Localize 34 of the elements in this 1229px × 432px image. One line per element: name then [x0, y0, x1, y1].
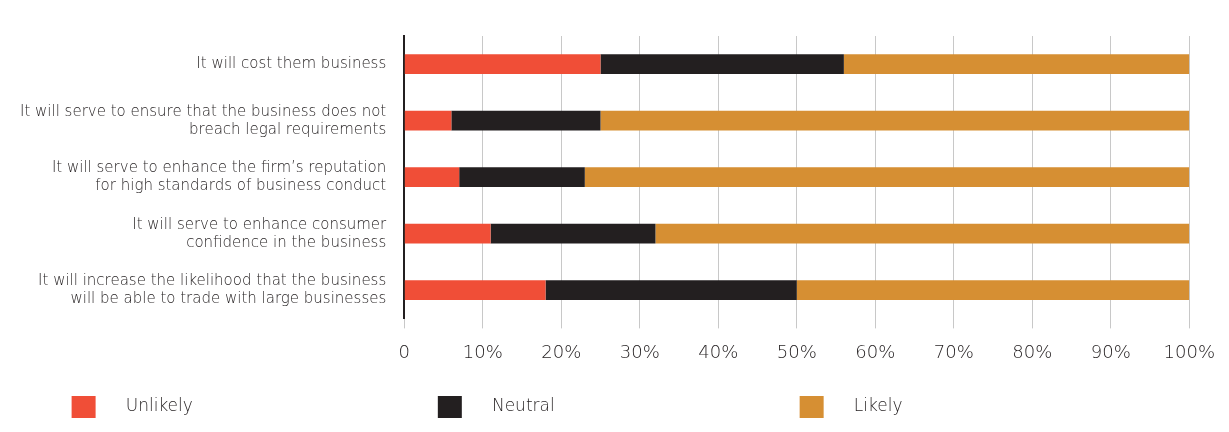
bar [404, 223, 491, 244]
bar [404, 280, 546, 301]
bar [796, 280, 1190, 301]
legend-label: Unlikely [104, 395, 420, 416]
bar [451, 110, 601, 131]
x-tick-label: 70% [933, 340, 974, 362]
legend-label: Neutral [470, 395, 782, 416]
bar [600, 110, 1190, 131]
bar [655, 223, 1190, 244]
x-tick-label: 100% [1163, 340, 1215, 362]
legend-label: Likely [832, 395, 1130, 416]
x-tick-label: 40% [698, 340, 739, 362]
bar [404, 167, 460, 188]
x-tick-label: 90% [1090, 340, 1131, 362]
y-tick-label: It will serve to enhance the firm’s reputation for high standards of business conduct [51, 158, 387, 195]
x-tick-label: 10% [462, 340, 503, 362]
bar [404, 54, 601, 75]
x-tick-label: 80% [1012, 340, 1053, 362]
bar [600, 54, 844, 75]
y-tick-label: It will increase the likelihood that the business will be able to trade with large businesses [38, 271, 387, 308]
x-tick-label: 60% [855, 340, 896, 362]
bar [490, 223, 656, 244]
bar [584, 167, 1190, 188]
bar [404, 110, 452, 131]
x-tick-label: 0 [398, 340, 410, 362]
y-tick-label: It will serve to enhance consumer confidence in the business [132, 214, 388, 251]
y-tick-label: It will serve to ensure that the business does not breach legal requirements [20, 101, 387, 138]
y-tick-label: It will cost them business [196, 54, 387, 73]
bar [545, 280, 797, 301]
x-tick-label: 30% [619, 340, 660, 362]
bar [843, 54, 1190, 75]
x-tick-label: 50% [776, 340, 817, 362]
bar [459, 167, 585, 188]
x-tick-label: 20% [541, 340, 582, 362]
